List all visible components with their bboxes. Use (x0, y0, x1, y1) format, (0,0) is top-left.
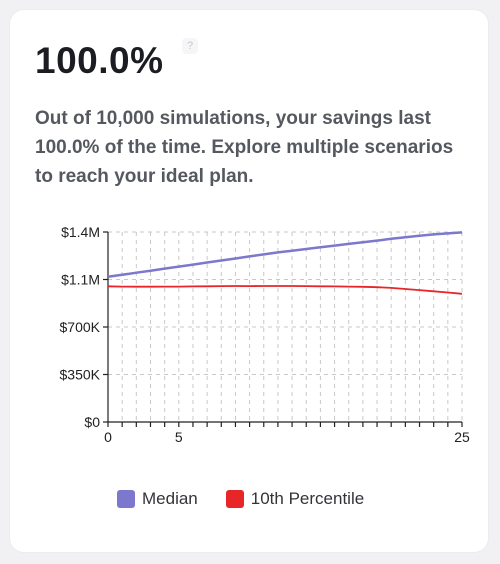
help-icon[interactable]: ? (182, 38, 198, 54)
simulation-card: 100.0% ? Out of 10,000 simulations, your… (10, 10, 488, 552)
x-tick-label: 0 (104, 429, 112, 445)
success-percentage: 100.0% (35, 40, 164, 81)
y-tick-label: $350K (60, 367, 101, 383)
legend-item-10th-percentile[interactable]: 10th Percentile (225, 489, 365, 509)
x-tick-label: 25 (454, 429, 470, 445)
legend-item-median[interactable]: Median (117, 489, 198, 509)
y-tick-label: $1.1M (61, 272, 100, 288)
x-tick-label: 5 (175, 429, 183, 445)
y-tick-label: $1.4M (61, 224, 100, 240)
y-tick-label: $700K (60, 319, 101, 335)
projection-chart: $0 $350K $700K $1.1M $1.4M 0 5 25 (60, 224, 470, 445)
median-line (107, 231, 463, 279)
legend-swatch-10th-percentile (225, 490, 244, 508)
legend-label-10th-percentile: 10th Percentile (250, 489, 365, 508)
legend-label-median: Median (142, 489, 198, 508)
p10-line (107, 285, 463, 295)
y-tick-label: $0 (84, 414, 100, 430)
simulation-description: Out of 10,000 simulations, your savings … (35, 108, 454, 187)
legend-swatch-median (117, 490, 135, 508)
chart-legend: Median 10th Percentile (117, 489, 392, 509)
